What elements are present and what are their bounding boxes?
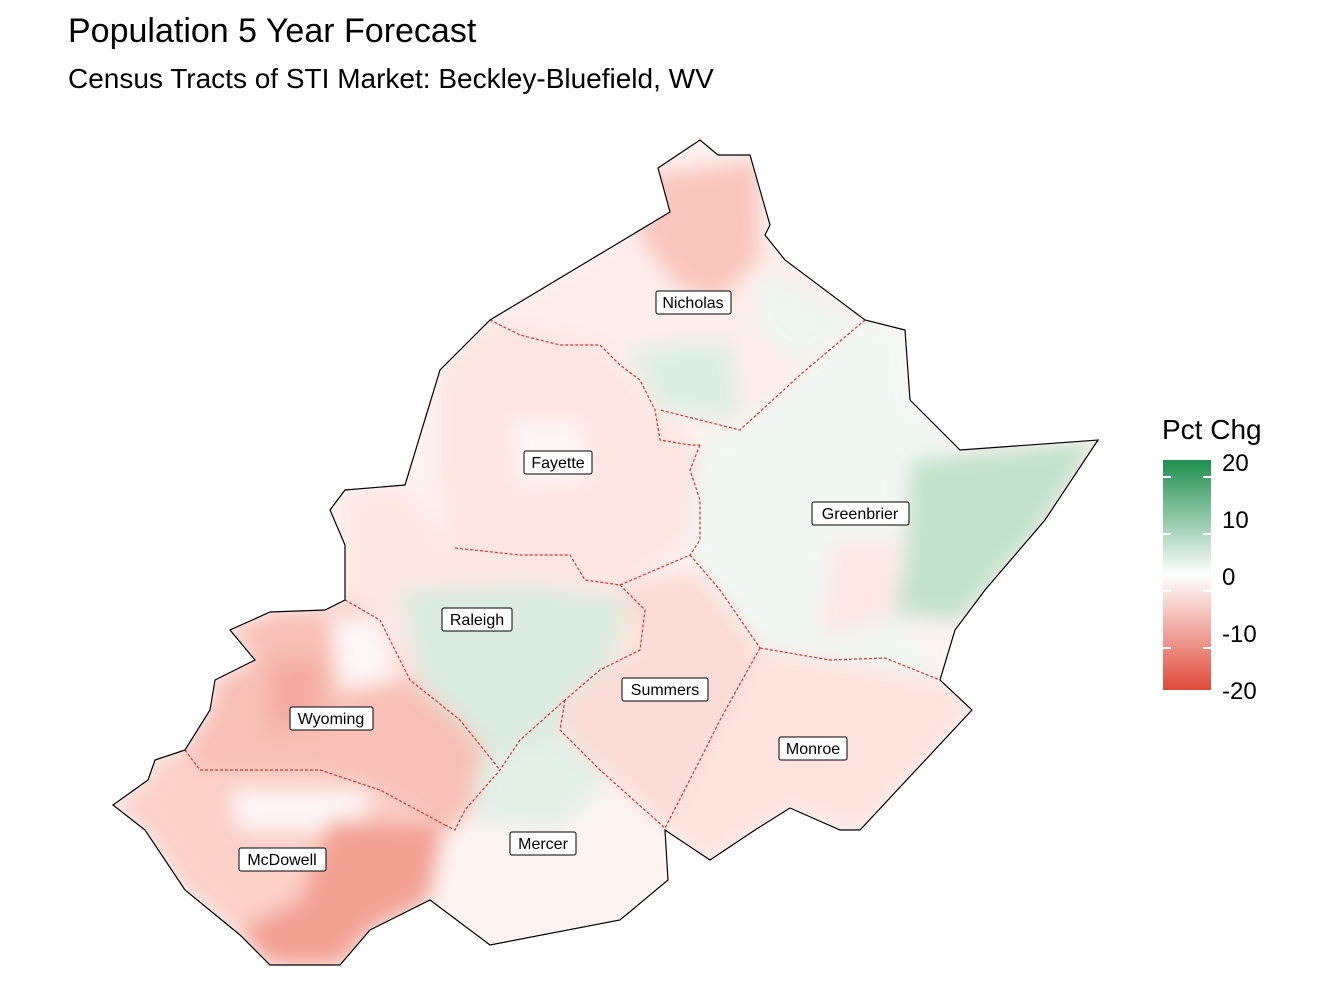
county-label-raleigh: Raleigh bbox=[441, 607, 513, 632]
county-label-fayette: Fayette bbox=[523, 450, 593, 475]
legend-colorbar bbox=[1163, 460, 1211, 690]
legend-tick-mark bbox=[1163, 476, 1171, 478]
legend-tick-label: 0 bbox=[1222, 564, 1236, 591]
raleigh-summers-border bbox=[564, 584, 646, 701]
county-label-text: Greenbrier bbox=[822, 506, 899, 523]
county-label-text: Nicholas bbox=[662, 295, 723, 312]
raleigh-mercer-border bbox=[499, 699, 566, 771]
legend-tick-mark bbox=[1163, 533, 1171, 535]
legend-tick-label: 10 bbox=[1222, 507, 1249, 534]
county-label-wyoming: Wyoming bbox=[289, 706, 374, 731]
mcdowell-south-tract bbox=[240, 820, 445, 965]
summers-mercer-border bbox=[559, 699, 666, 829]
legend-title: Pct Chg bbox=[1162, 414, 1262, 445]
county-label-nicholas: Nicholas bbox=[655, 290, 732, 315]
mercer-north-tract bbox=[470, 730, 610, 830]
nicholas-south-tract bbox=[630, 340, 740, 420]
county-label-summers: Summers bbox=[621, 677, 709, 702]
census-tract-fills bbox=[113, 160, 1098, 965]
county-labels: Nicholas Fayette Greenbrier Raleigh Summ… bbox=[238, 290, 910, 872]
raleigh-wyoming-border bbox=[344, 599, 501, 771]
county-label-monroe: Monroe bbox=[778, 736, 848, 761]
fayette-greenbrier-border bbox=[689, 444, 701, 556]
county-label-text: Wyoming bbox=[298, 711, 365, 728]
legend-tick-mark bbox=[1163, 590, 1171, 592]
chart-title: Population 5 Year Forecast bbox=[68, 12, 477, 50]
greenbrier-summers-border bbox=[689, 554, 761, 649]
county-label-greenbrier: Greenbrier bbox=[811, 501, 910, 526]
greenbrier-east-tract bbox=[895, 440, 1098, 620]
greenbrier-monroe-border bbox=[759, 647, 941, 681]
nicholas-fill bbox=[490, 212, 865, 430]
mcdowell-mercer-border bbox=[444, 769, 501, 831]
legend-tick-mark bbox=[1203, 533, 1211, 535]
wyoming-mcdowell-border bbox=[184, 749, 446, 826]
legend-tick-label: -10 bbox=[1222, 621, 1257, 648]
county-label-text: Raleigh bbox=[450, 612, 504, 629]
county-label-mcdowell: McDowell bbox=[238, 847, 327, 872]
chart-subtitle: Census Tracts of STI Market: Beckley-Blu… bbox=[68, 63, 714, 94]
county-label-text: Monroe bbox=[786, 741, 840, 758]
county-label-mercer: Mercer bbox=[509, 831, 577, 856]
market-outline bbox=[111, 139, 1100, 966]
mcdowell-north-tract bbox=[230, 790, 370, 830]
nicholas-north-tract bbox=[640, 160, 760, 300]
nicholas-greenbrier-border bbox=[659, 319, 866, 431]
nicholas-east-tract bbox=[760, 270, 860, 360]
legend-tick-mark bbox=[1203, 476, 1211, 478]
greenbrier-south-tract bbox=[820, 540, 900, 640]
county-label-text: McDowell bbox=[247, 852, 316, 869]
legend-tick-label: -20 bbox=[1222, 678, 1257, 705]
summers-monroe-border bbox=[664, 647, 761, 829]
legend-tick-mark bbox=[1203, 647, 1211, 649]
legend-tick-mark bbox=[1203, 590, 1211, 592]
county-label-text: Fayette bbox=[531, 455, 584, 472]
legend-tick-mark bbox=[1163, 647, 1171, 649]
county-label-text: Mercer bbox=[518, 836, 568, 853]
nicholas-fayette-border bbox=[489, 319, 700, 446]
wyoming-north-tract bbox=[330, 615, 400, 690]
fayette-raleigh-border bbox=[454, 547, 691, 586]
legend-tick-label: 20 bbox=[1222, 450, 1249, 477]
county-label-text: Summers bbox=[631, 682, 699, 699]
county-borders bbox=[184, 319, 941, 831]
